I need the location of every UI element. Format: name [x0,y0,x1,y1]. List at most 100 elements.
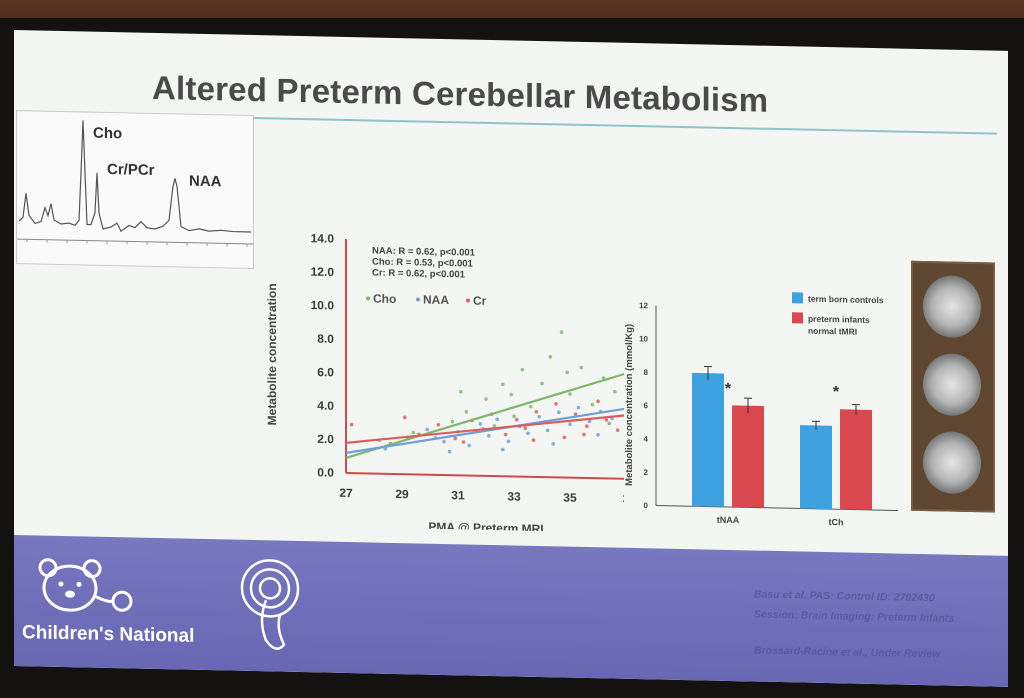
scatter-point-cr [461,440,466,444]
scatter-point-cho [450,419,455,424]
scatter-x-axis [346,471,624,480]
scatter-point-cr [436,422,441,427]
scatter-point-naa [568,422,572,426]
scatter-point-cr [573,412,578,417]
scatter-point-naa [596,432,600,437]
bar-category-label: tNAA [717,515,740,525]
scatter-point-cr [554,402,558,406]
bar-y-tick: 8 [644,368,649,377]
bar-tnaa-preterm [732,405,764,508]
citation-line-3: Brossard-Racine et al., Under Review [754,644,941,661]
scatter-point-cho [484,397,488,401]
bar-y-tick: 10 [639,334,648,343]
scatter-x-tick: 31 [451,488,465,502]
scatter-point-naa [557,410,561,415]
scatter-point-cr [503,432,508,437]
scatter-point-naa [545,428,550,433]
scatter-point-cho [529,404,533,409]
scatter-x-tick: 29 [395,487,409,501]
bar-category-label: tCh [829,517,844,527]
scatter-y-tick: 10.0 [311,298,335,312]
mri-coronal-scan [923,353,981,417]
bar-legend-label-preterm-2: normal tMRI [808,326,857,337]
bear-logo-icon [38,558,133,612]
scatter-stat-line: NAA: R = 0.62, p<0.001 [372,245,476,258]
bar-y-label: Metabolite concentration (mmol/Kg) [624,324,635,486]
peak-label-cr-pcr: Cr/PCr [107,160,155,179]
scatter-x-label: PMA @ Preterm MRI [428,520,543,533]
scatter-point-naa [526,431,530,436]
scatter-point-cho [607,421,612,426]
footer-band: Children's National Basu et al. PAS: Con… [14,535,1008,687]
bar-y-tick: 0 [644,501,649,510]
scatter-point-cr [523,426,528,431]
scatter-legend-marker [466,298,470,303]
scatter-point-cr [582,432,586,437]
scatter-point-cho [520,367,525,372]
scatter-stat-line: Cho: R = 0.53, p<0.001 [372,256,474,269]
scatter-legend-label: Cho [373,292,396,306]
fit-line-cho [345,372,624,459]
scatter-point-naa [447,449,452,454]
scatter-y-tick: 12.0 [311,265,335,279]
bar-legend-swatch-preterm [792,312,803,324]
scatter-point-naa [551,442,556,446]
fit-line-cr [345,414,624,444]
scatter-point-cr [585,424,589,428]
bar-y-tick: 2 [644,468,649,477]
scatter-point-cho [565,370,570,375]
scatter-point-naa [501,447,505,452]
scatter-point-cho [540,381,544,386]
scatter-point-naa [506,439,511,444]
scatter-point-naa [442,439,446,444]
scatter-point-cho [459,389,463,394]
scatter-point-cho [568,392,572,396]
bar-tnaa-term [692,372,724,507]
scatter-point-cho [411,430,415,435]
scatter-point-cr [596,399,600,404]
scatter-legend-label: Cr [473,294,487,308]
significance-star: * [725,381,732,398]
bar-y-tick: 4 [644,435,649,444]
scatter-x-tick: 35 [563,491,577,505]
scatter-x-tick: 3 [623,492,624,506]
scatter-point-naa [537,415,542,419]
scatter-point-cho [548,355,553,359]
bar-legend-label-preterm-1: preterm infants [808,314,870,325]
scatter-point-naa [576,405,581,410]
scatter-legend-marker [416,297,420,302]
spectrum-trace [18,120,251,233]
scatter-chart: 0.0 2.0 4.0 6.0 8.0 10.0 12.0 14.0 27 29 31 33 35 3 Me… [265,231,624,533]
bar-legend-label-term: term born controls [808,294,884,306]
scatter-point-cho [492,424,497,428]
slide-title: Altered Preterm Cerebellar Metabolism [152,68,769,119]
significance-star: * [833,384,840,401]
scatter-legend-label: NAA [423,293,449,308]
peak-label-naa: NAA [189,172,222,191]
scatter-point-cr [615,428,620,432]
fit-line-naa [345,407,624,454]
spectrum-plot [17,120,253,247]
scatter-point-naa [587,419,592,424]
scatter-point-naa [495,417,499,422]
slide-screen: Altered Preterm Cerebellar Metabolism Ch… [14,30,1008,687]
bar-y-tick: 12 [639,301,648,310]
peak-label-cho: Cho [93,124,123,143]
scatter-point-cho [579,365,584,370]
scatter-point-cho [512,414,516,419]
mr-spectrum-panel: Cho Cr/PCr NAA [16,110,254,270]
bar-tch-term [800,425,832,510]
bar-y-tick: 6 [644,401,649,410]
spectrum-axis [17,238,253,245]
organization-name: Children's National [22,622,195,647]
mri-axial-scan [923,275,981,339]
citation-line-2: Session: Brain Imaging: Preterm Infants [754,608,955,625]
scatter-point-cr [562,435,567,440]
scatter-y-tick: 14.0 [311,231,335,245]
spectrum-ticks [26,239,248,247]
scatter-y-tick: 8.0 [317,332,334,346]
citation-line-1: Basu et al. PAS: Control ID: 2702430 [754,588,935,605]
scatter-point-cho [559,330,564,334]
title-underline [152,114,997,135]
scatter-point-cr [534,409,539,414]
